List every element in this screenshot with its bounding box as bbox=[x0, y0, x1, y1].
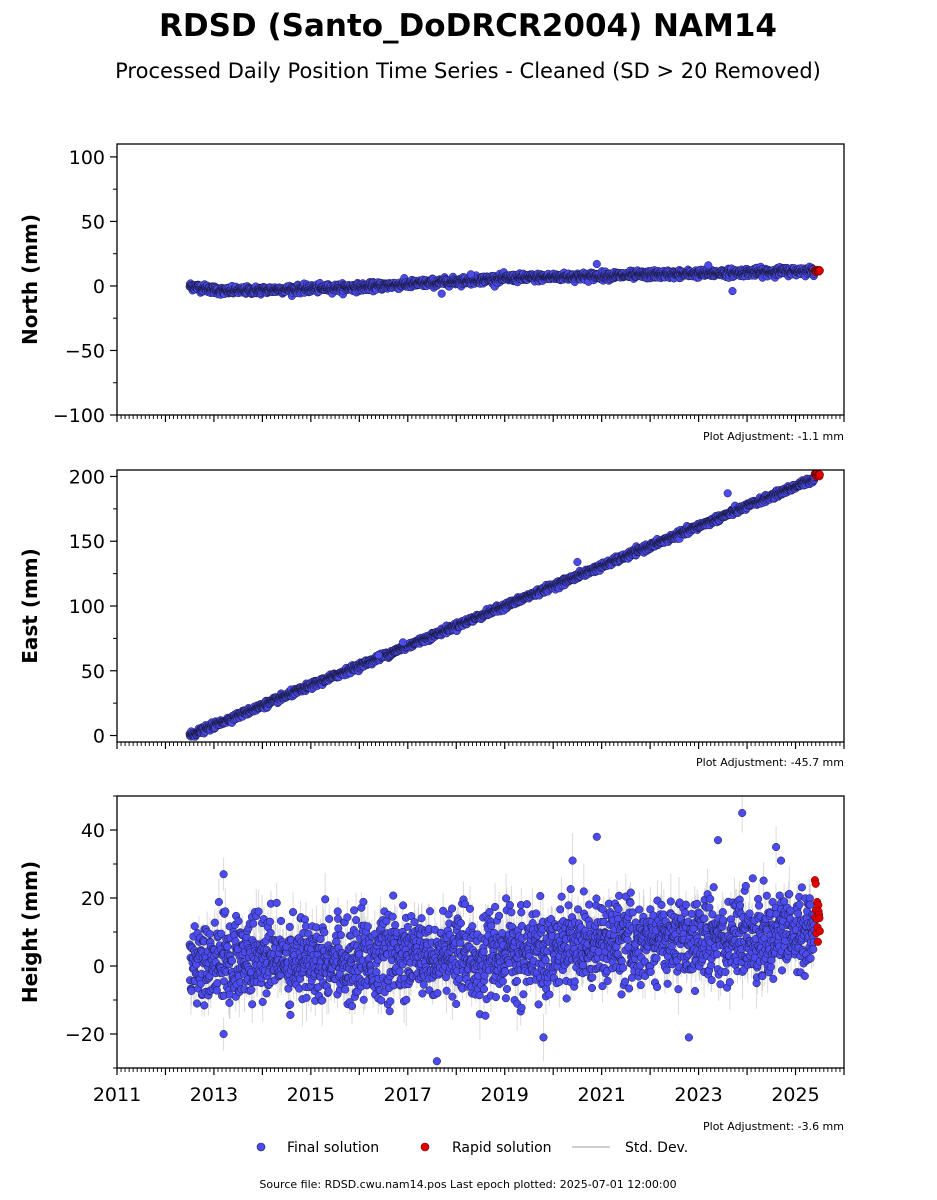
north-final-point bbox=[592, 259, 601, 269]
north-ytick-label: 100 bbox=[69, 147, 105, 169]
north-plot-adjustment: Plot Adjustment: -1.1 mm bbox=[703, 430, 844, 443]
chart-subtitle: Processed Daily Position Time Series - C… bbox=[115, 59, 821, 83]
north-ytick-label: −100 bbox=[53, 405, 105, 427]
north-ylabel: North (mm) bbox=[18, 214, 42, 345]
north-final-points bbox=[185, 259, 819, 300]
north-final-point bbox=[466, 270, 475, 279]
north-final-point bbox=[728, 287, 737, 296]
north-ytick-label: −50 bbox=[65, 340, 105, 362]
north-ytick-label: 50 bbox=[81, 211, 105, 233]
east-plot-area bbox=[185, 470, 824, 741]
north-panel: −100 −50 0 50 100 North (mm) Plot Adjustment: … bbox=[18, 143, 845, 443]
north-plot-area bbox=[185, 259, 824, 300]
north-final-point bbox=[437, 289, 446, 298]
east-final-points bbox=[185, 473, 819, 741]
north-final-point bbox=[704, 261, 713, 270]
chart-title: RDSD (Santo_DoDRCR2004) NAM14 bbox=[159, 8, 777, 44]
north-ytick-label: 0 bbox=[93, 276, 105, 298]
north-rapid-points bbox=[810, 265, 824, 276]
north-rapid-point bbox=[815, 266, 824, 275]
